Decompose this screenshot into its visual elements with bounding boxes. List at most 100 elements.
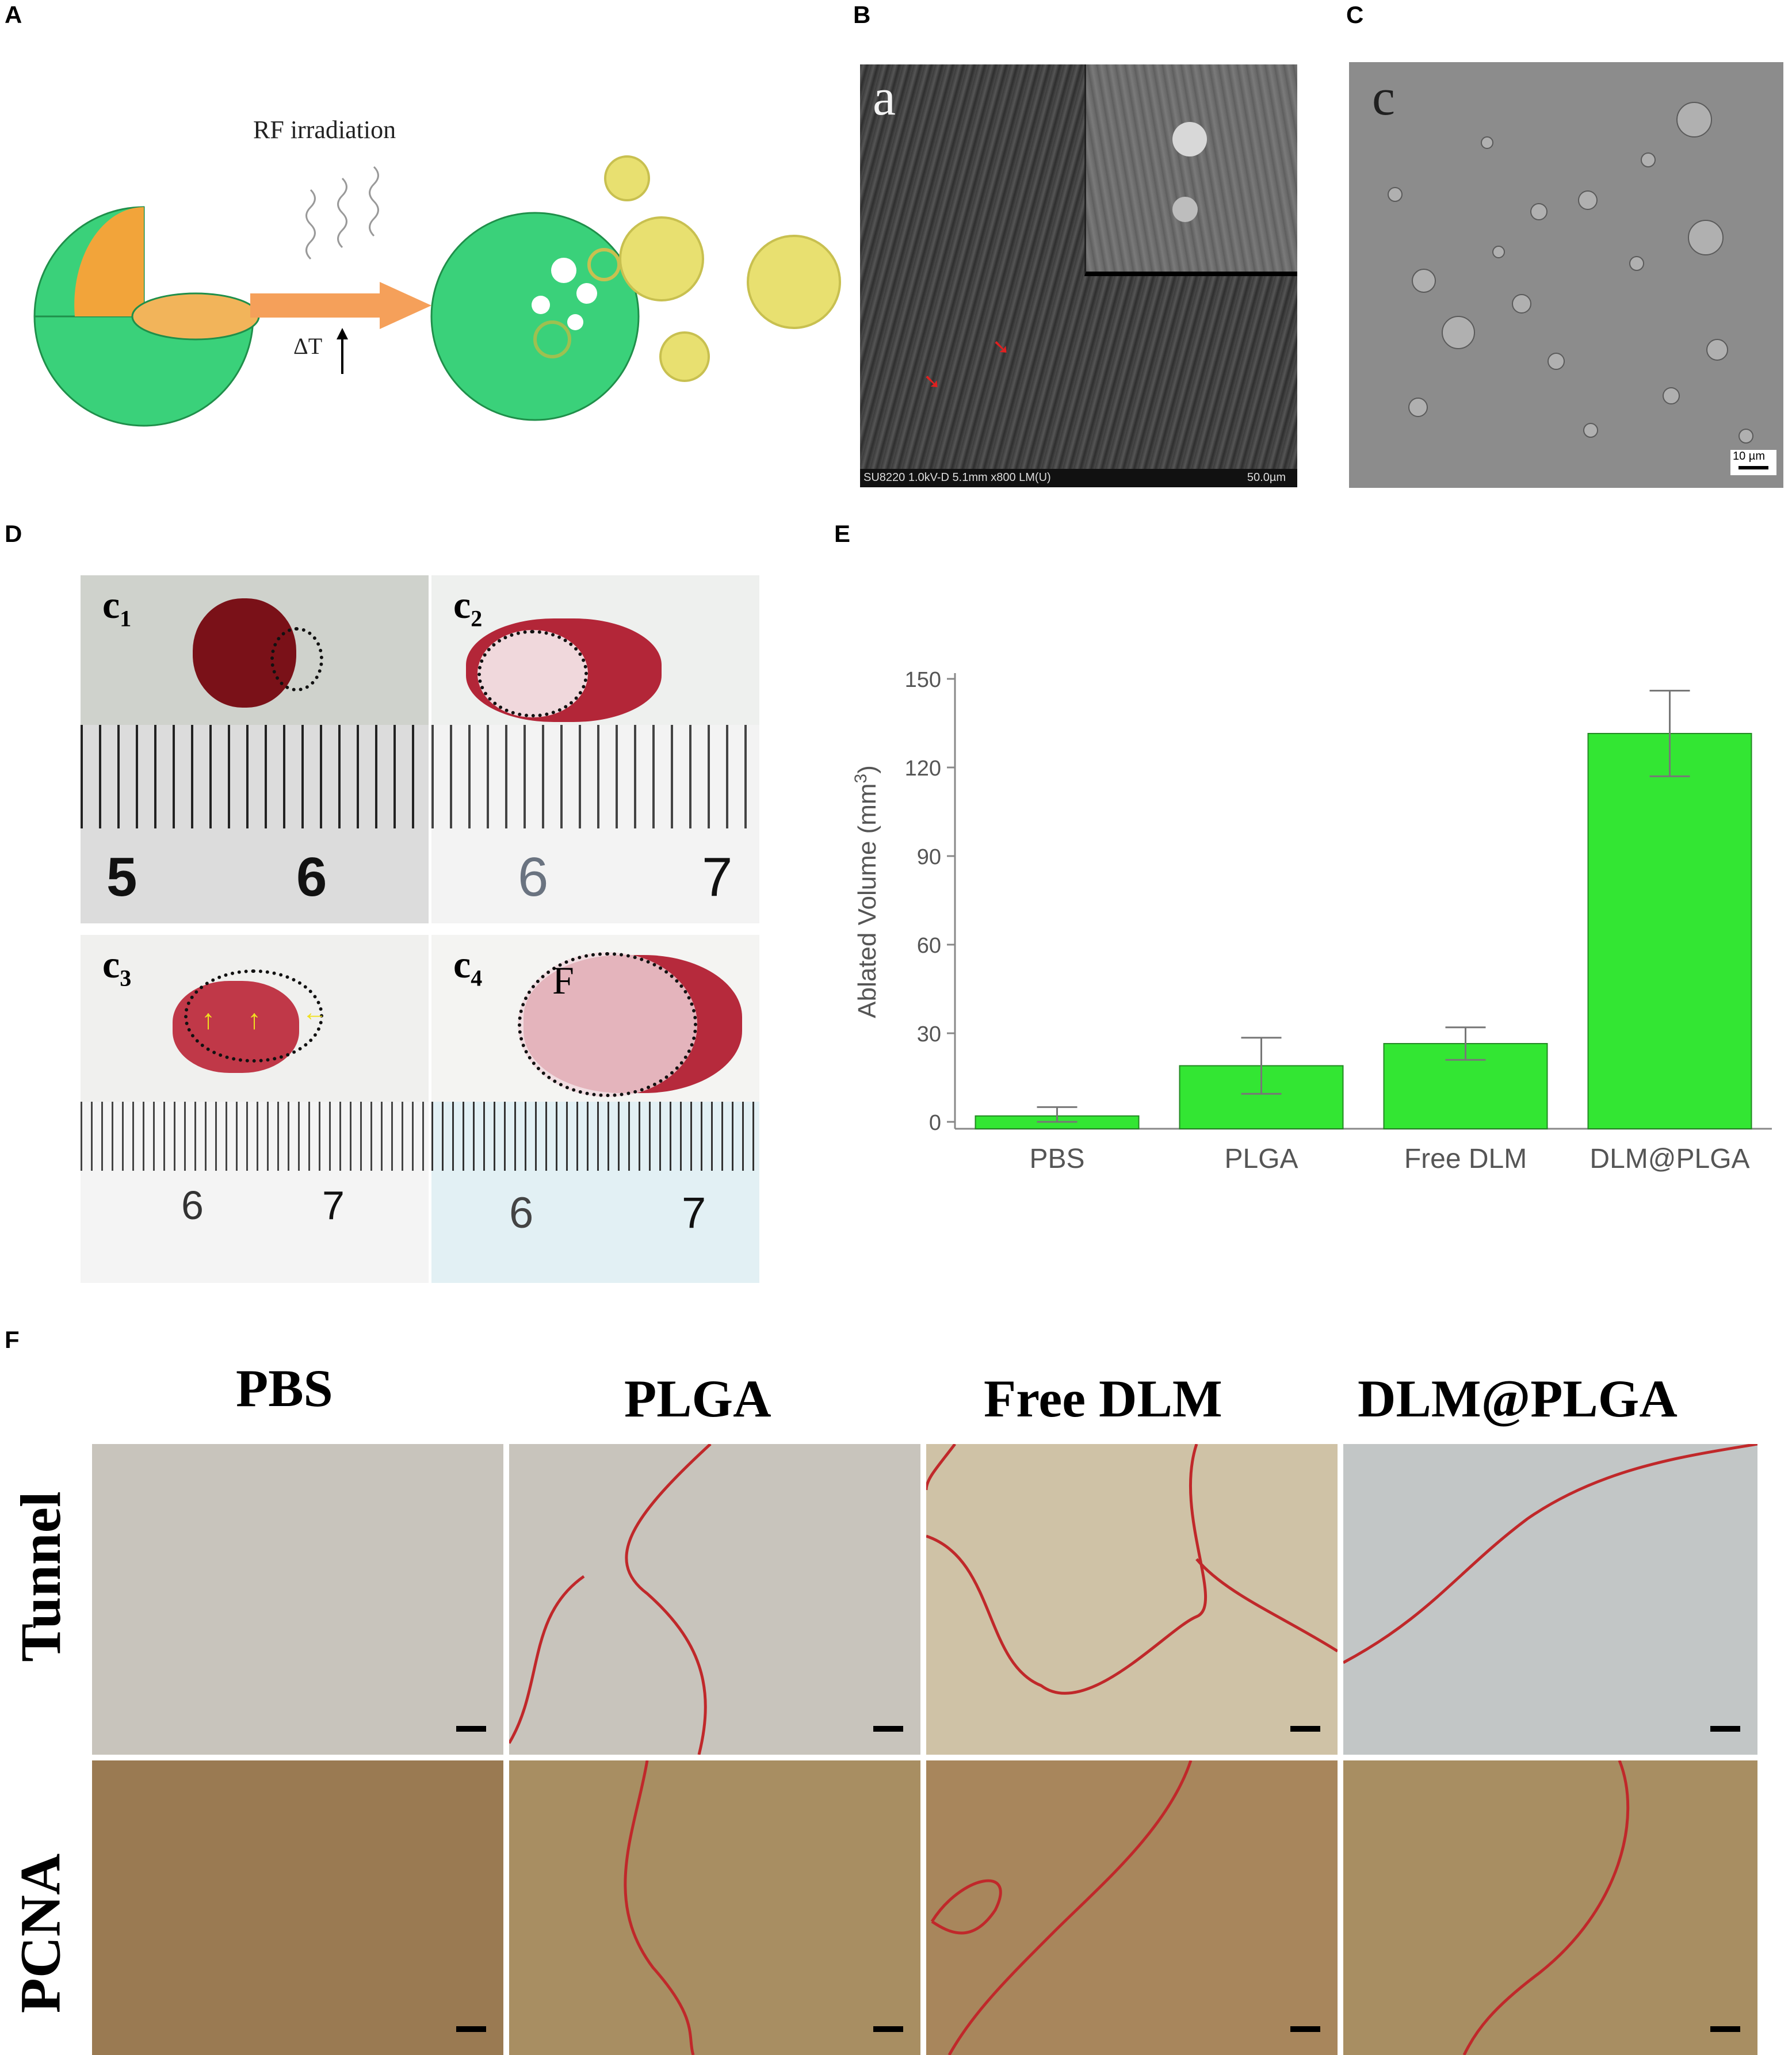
y-tick-label: 60 — [917, 934, 941, 958]
tunnel-dlm-plga-image — [1343, 1444, 1757, 1755]
x-tick-label: PBS — [1029, 1144, 1084, 1174]
panel-letter-a: A — [5, 1, 22, 28]
scale-bar — [1290, 1726, 1320, 1732]
sem-footer-text: SU8220 1.0kV-D 5.1mm x800 LM(U) — [863, 471, 1051, 484]
panel-letter-e: E — [834, 520, 851, 547]
ruler: 6 7 — [431, 725, 759, 923]
microbubble-field — [1388, 102, 1753, 444]
x-tick-label: PLGA — [1224, 1144, 1298, 1174]
ruler-number: 6 — [296, 846, 327, 908]
red-arrow-icon: ➘ — [992, 335, 1010, 358]
photo-c1: c1 5 6 — [81, 575, 429, 923]
column-header-plga: PLGA — [624, 1369, 771, 1428]
y-tick-label: 120 — [905, 757, 941, 781]
panel-b-sem-image: a ➘ ➘ SU8220 1.0kV-D 5.1mm x800 LM(U) 50… — [860, 64, 1297, 487]
ruler-ticks — [431, 725, 759, 828]
ruler-ticks — [81, 1102, 429, 1171]
intact-microsphere — [33, 206, 260, 427]
scale-bar — [456, 2026, 486, 2032]
ruptured-microsphere — [430, 212, 640, 421]
yellow-arrow-icon: ↑ — [247, 1004, 261, 1035]
y-axis-label: Ablated Volume (mm3) — [851, 765, 881, 1018]
ruler-ticks — [81, 725, 429, 828]
f-label: F — [552, 958, 574, 1002]
ablation-outline — [184, 969, 323, 1063]
panel-b-inset — [1084, 64, 1297, 276]
ruler-number: 7 — [682, 1189, 706, 1237]
panel-d-photos: c1 5 6 c2 6 7 c3 ↑ ↑ ← 6 7 c4 — [81, 575, 759, 1283]
ruler-number: 5 — [106, 846, 137, 908]
ablated-volume-bar-chart: 0 30 60 90 120 150 PBS PLGA Free DLM DLM@PLGA Ab… — [851, 668, 1772, 1174]
scale-bar — [873, 1726, 903, 1732]
photo-label: c2 — [453, 583, 483, 632]
ablation-outline — [270, 627, 323, 692]
ruler-number: 6 — [509, 1189, 534, 1237]
scale-bar — [1738, 466, 1768, 469]
ablation-boundary — [926, 1444, 1338, 1695]
scale-bar — [1710, 2026, 1740, 2032]
tunnel-free-dlm-image — [926, 1444, 1338, 1755]
photo-c3: c3 ↑ ↑ ← 6 7 — [81, 935, 429, 1283]
x-tick-label: Free DLM — [1404, 1144, 1527, 1174]
y-ticks: 0 30 60 90 120 150 — [905, 668, 955, 1135]
panel-a-schematic: RF irradiation ΔT — [23, 92, 851, 506]
column-header-pbs: PBS — [236, 1359, 333, 1418]
microsphere-particle — [1172, 197, 1198, 222]
sem-scale-text: 50.0µm — [1247, 471, 1286, 484]
y-tick-label: 30 — [917, 1022, 941, 1046]
released-bubbles — [604, 155, 841, 382]
ruler-number: 7 — [702, 846, 733, 908]
photo-label: c1 — [102, 583, 132, 632]
bars — [975, 690, 1752, 1130]
ablation-boundary — [930, 1760, 1193, 2055]
ablation-boundary — [624, 1760, 695, 2055]
panel-letter-f: F — [5, 1326, 20, 1353]
scale-bar-text: 10 µm — [1733, 450, 1765, 463]
panel-b-sublabel: a — [873, 69, 896, 126]
panel-c-sublabel: c — [1372, 69, 1395, 126]
ruler: 5 6 — [81, 725, 429, 923]
rf-release-diagram: RF irradiation ΔT — [33, 116, 841, 427]
ruler-ticks — [431, 1102, 759, 1171]
row-label-pcna: PCNA — [8, 1853, 72, 2013]
row-label-tunnel: Tunnel — [8, 1491, 72, 1662]
ruler-number: 7 — [322, 1183, 345, 1228]
pcna-plga-image — [509, 1760, 920, 2055]
ablation-boundary — [509, 1444, 712, 1755]
microsphere-particle — [1172, 122, 1207, 156]
ruler: 6 7 — [431, 1102, 759, 1283]
panel-e-chart: 0 30 60 90 120 150 PBS PLGA Free DLM DLM@PLGA Ab… — [828, 621, 1783, 1220]
ablation-boundary — [1462, 1760, 1630, 2055]
y-tick-label: 150 — [905, 668, 941, 692]
photo-label: c4 — [453, 942, 483, 991]
tunnel-plga-image — [509, 1444, 920, 1755]
scale-bar — [1710, 1726, 1740, 1732]
panel-letter-d: D — [5, 520, 22, 547]
x-tick-label: DLM@PLGA — [1590, 1144, 1749, 1174]
photo-label: c3 — [102, 942, 132, 991]
scale-bar-box: 10 µm — [1730, 450, 1776, 475]
pcna-pbs-image — [92, 1760, 503, 2055]
panel-c-micrograph: c 10 µm — [1349, 62, 1783, 488]
pcna-free-dlm-image — [926, 1760, 1338, 2055]
column-header-dlm-plga: DLM@PLGA — [1358, 1369, 1678, 1428]
ruler-number: 6 — [518, 846, 549, 908]
yellow-arrow-icon: ↑ — [201, 1004, 215, 1035]
yellow-arrow-icon: ← — [302, 998, 327, 1026]
scale-bar — [456, 1726, 486, 1732]
pcna-dlm-plga-image — [1343, 1760, 1757, 2055]
ruler: 6 7 — [81, 1102, 429, 1283]
scale-bar — [1290, 2026, 1320, 2032]
panel-letter-c: C — [1346, 1, 1364, 28]
tunnel-pbs-image — [92, 1444, 503, 1755]
rf-irradiation-label: RF irradiation — [253, 116, 396, 144]
panel-letter-b: B — [853, 1, 871, 28]
ablation-outline — [518, 952, 697, 1097]
delta-t-label: ΔT — [293, 333, 322, 359]
sem-info-bar: SU8220 1.0kV-D 5.1mm x800 LM(U) 50.0µm — [860, 469, 1297, 487]
x-tick-labels: PBS PLGA Free DLM DLM@PLGA — [1029, 1144, 1749, 1174]
ablation-outline — [477, 630, 588, 717]
photo-c2: c2 6 7 — [431, 575, 759, 923]
bar — [1587, 732, 1752, 1129]
rf-wave-icon — [305, 166, 379, 260]
